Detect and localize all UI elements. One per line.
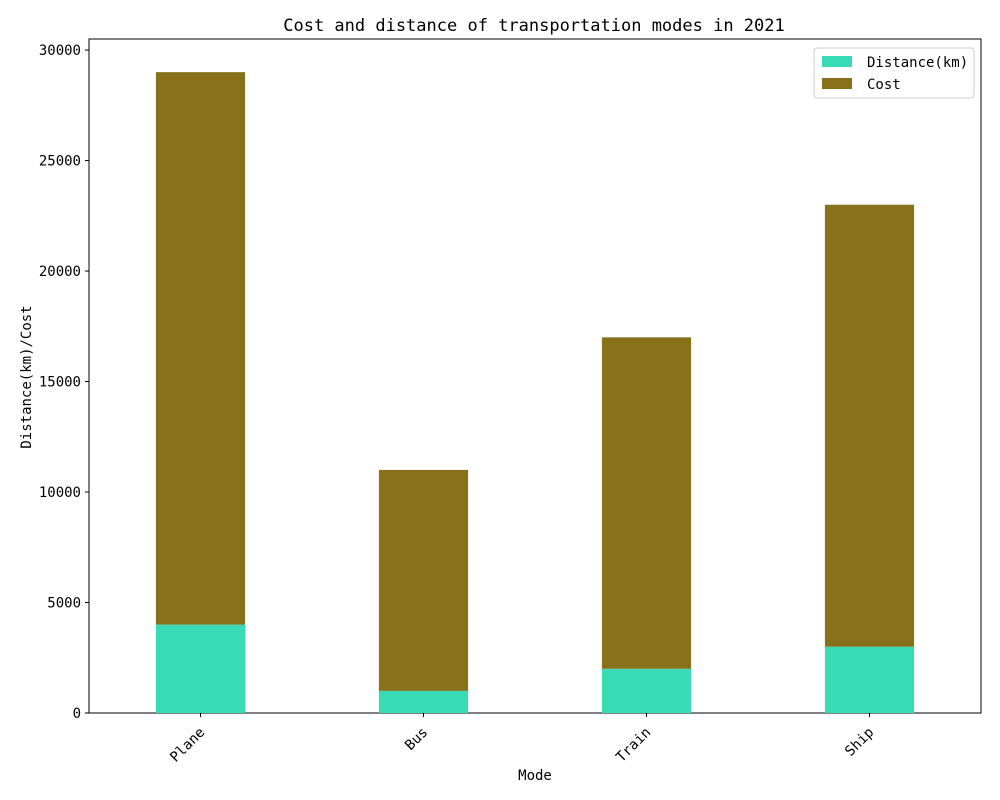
x-tick-label: Ship [842,725,877,760]
bar-train-cost [601,337,692,669]
y-tick-label: 25000 [39,154,81,170]
x-axis-label: Mode [518,768,552,784]
y-tick-label: 30000 [39,43,81,59]
y-tick-label: 15000 [39,375,81,391]
bar-plane-distance-km [155,624,246,713]
legend-frame [813,47,975,99]
legend-swatch [822,78,852,89]
bars [155,72,915,713]
y-tick-label: 10000 [39,485,81,501]
legend-label: Cost [867,77,901,93]
y-axis: 0 5000 10000 15000 20000 25000 30000 [39,43,89,722]
y-tick-label: 0 [73,706,81,722]
x-tick-label: Bus [402,725,431,754]
legend: Distance(km) Cost [813,47,975,99]
bar-ship-distance-km [824,646,915,713]
x-tick-label: Plane [167,725,208,766]
bar-train-distance-km [601,668,692,713]
x-tick-label: Train [613,725,654,766]
bar-plane-cost [155,72,246,625]
plot-frame [88,38,982,714]
y-tick-label: 5000 [47,596,81,612]
bar-bus-cost [378,469,469,691]
bar-ship-cost [824,204,915,647]
x-axis: Plane Bus Train Ship [167,713,877,766]
y-axis-label: Distance(km)/Cost [19,305,35,448]
chart-title: Cost and distance of transportation mode… [283,16,785,36]
plot-area [88,38,982,714]
y-tick-label: 20000 [39,264,81,280]
legend-swatch [822,56,852,67]
bar-bus-distance-km [378,690,469,713]
legend-label: Distance(km) [867,55,968,71]
